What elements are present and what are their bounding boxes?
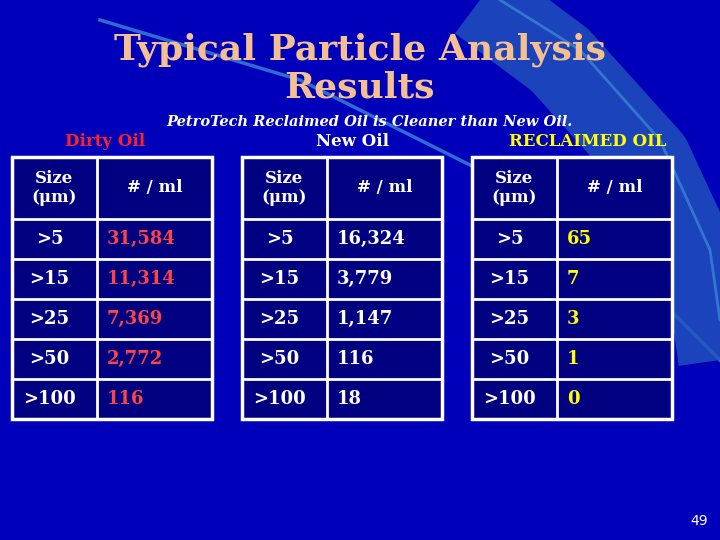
Text: 65: 65 [567, 230, 592, 248]
Text: Results: Results [284, 70, 436, 104]
Text: 31,584: 31,584 [107, 230, 176, 248]
Text: 18: 18 [337, 390, 362, 408]
Text: >100: >100 [253, 390, 306, 408]
Text: >5: >5 [266, 230, 293, 248]
Text: PetroTech Reclaimed Oil is Cleaner than New Oil.: PetroTech Reclaimed Oil is Cleaner than … [167, 115, 573, 129]
Text: RECLAIMED OIL: RECLAIMED OIL [509, 133, 667, 151]
Text: >25: >25 [259, 310, 300, 328]
Text: >100: >100 [483, 390, 536, 408]
Text: 116: 116 [337, 350, 374, 368]
Text: # / ml: # / ml [127, 179, 182, 197]
Text: Size
(μm): Size (μm) [32, 170, 77, 206]
Text: 3,779: 3,779 [337, 270, 393, 288]
Text: >25: >25 [30, 310, 70, 328]
Text: 3: 3 [567, 310, 580, 328]
Text: 16,324: 16,324 [337, 230, 406, 248]
Text: 1: 1 [567, 350, 580, 368]
Text: >5: >5 [36, 230, 63, 248]
Text: >15: >15 [30, 270, 70, 288]
Text: 1,147: 1,147 [337, 310, 393, 328]
Text: >5: >5 [495, 230, 523, 248]
Text: # / ml: # / ml [587, 179, 642, 197]
Text: >50: >50 [30, 350, 70, 368]
Text: >100: >100 [23, 390, 76, 408]
Text: # / ml: # / ml [356, 179, 413, 197]
Bar [472, 157, 672, 419]
Text: 116: 116 [107, 390, 145, 408]
Bar [242, 157, 442, 419]
Text: >15: >15 [259, 270, 300, 288]
Text: >50: >50 [259, 350, 300, 368]
Text: 0: 0 [567, 390, 580, 408]
Text: Dirty Oil: Dirty Oil [65, 133, 145, 151]
Text: >15: >15 [490, 270, 530, 288]
Text: 2,772: 2,772 [107, 350, 163, 368]
Text: 49: 49 [690, 514, 708, 528]
Text: Size
(μm): Size (μm) [262, 170, 307, 206]
Text: Size
(μm): Size (μm) [492, 170, 537, 206]
Text: New Oil: New Oil [315, 133, 389, 151]
Text: 7,369: 7,369 [107, 310, 163, 328]
Text: >50: >50 [490, 350, 530, 368]
Text: Typical Particle Analysis: Typical Particle Analysis [114, 33, 606, 68]
Text: 7: 7 [567, 270, 580, 288]
Text: 11,314: 11,314 [107, 270, 176, 288]
Bar [12, 157, 212, 419]
Text: >25: >25 [490, 310, 530, 328]
